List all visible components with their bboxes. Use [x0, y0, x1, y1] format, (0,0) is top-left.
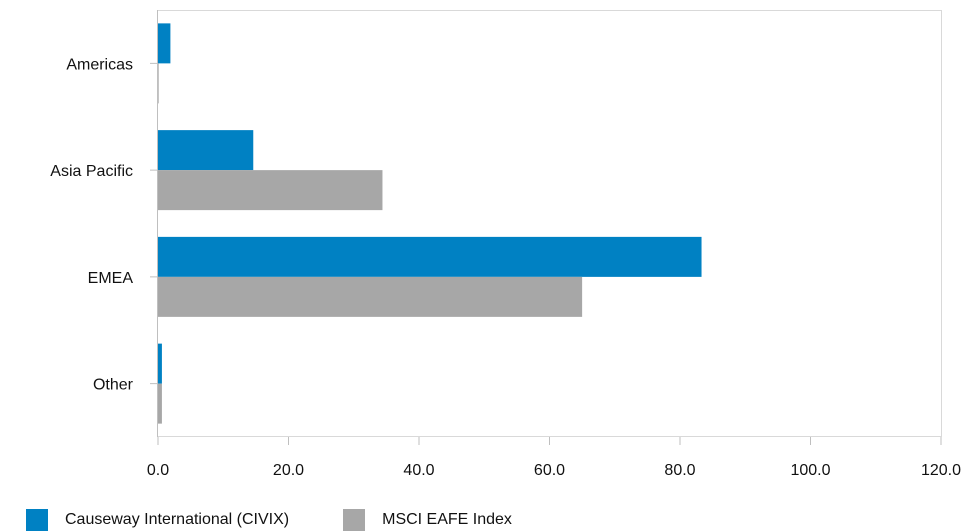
x-tick-label-6: 120.0: [921, 462, 961, 479]
bar-other-civix[interactable]: [158, 343, 162, 384]
x-tick-label-0: 0.0: [147, 462, 169, 479]
x-ticks-layer: 0.0 20.0 40.0 60.0 80.0 100.0 120.0: [147, 437, 961, 479]
legend-label-msci-eafe: MSCI EAFE Index: [382, 510, 512, 528]
plot-area-frame: [157, 10, 942, 437]
legend-label-civix: Causeway International (CIVIX): [65, 510, 290, 528]
x-tick-label-5: 100.0: [790, 462, 830, 479]
legend: Causeway International (CIVIX) MSCI EAFE…: [26, 508, 566, 531]
bar-americas-civix[interactable]: [158, 23, 171, 64]
legend-item-civix[interactable]: Causeway International (CIVIX): [26, 508, 290, 531]
y-ticks-layer: Americas Asia Pacific EMEA Other: [50, 56, 158, 394]
bar-asia-pacific-civix[interactable]: [158, 130, 254, 171]
bar-emea-msci-eafe[interactable]: [158, 276, 583, 317]
bar-other-msci-eafe[interactable]: [158, 383, 162, 424]
bar-asia-pacific-msci-eafe[interactable]: [158, 170, 383, 211]
legend-swatch-civix: [26, 508, 48, 531]
bar-emea-civix[interactable]: [158, 236, 702, 277]
y-tick-label-other: Other: [93, 377, 134, 394]
bars-layer: [158, 23, 702, 424]
x-tick-label-4: 80.0: [664, 462, 695, 479]
y-tick-label-asia-pacific: Asia Pacific: [50, 163, 133, 180]
y-tick-label-americas: Americas: [66, 56, 133, 73]
legend-item-msci-eafe[interactable]: MSCI EAFE Index: [343, 508, 512, 531]
bar-americas-msci-eafe[interactable]: [158, 63, 159, 104]
x-tick-label-3: 60.0: [534, 462, 565, 479]
legend-swatch-msci-eafe: [343, 508, 366, 531]
y-tick-label-emea: EMEA: [88, 270, 134, 287]
x-tick-label-2: 40.0: [403, 462, 434, 479]
x-tick-label-1: 20.0: [273, 462, 304, 479]
